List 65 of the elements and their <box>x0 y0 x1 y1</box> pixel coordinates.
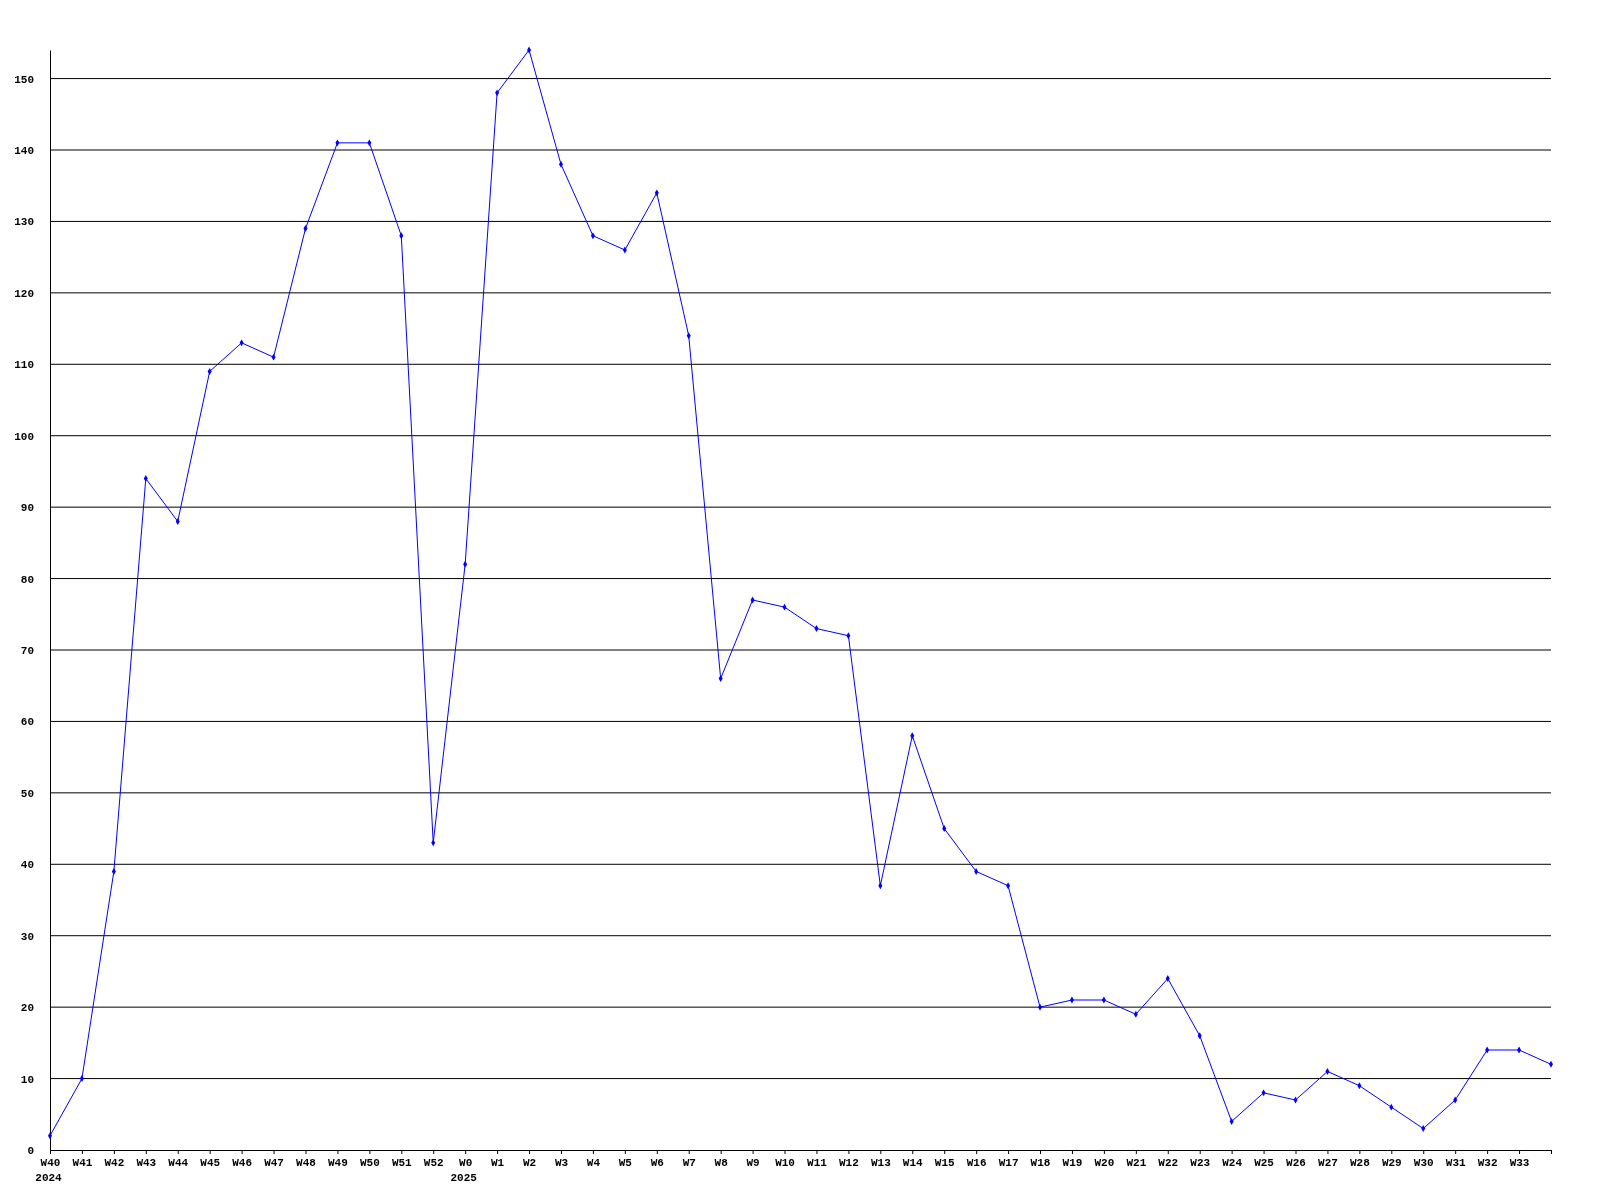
x-tick-label: W0 2025 <box>450 1157 478 1184</box>
x-tick-label: W40 2024 <box>35 1157 63 1184</box>
x-tick-label: W49 <box>328 1157 348 1169</box>
x-tick-label: W21 <box>1126 1157 1147 1169</box>
y-tick-label: 40 <box>20 859 34 872</box>
x-tick-label: W30 <box>1413 1157 1434 1169</box>
x-tick-label: W28 <box>1349 1157 1371 1169</box>
x-tick-label: W1 <box>491 1157 505 1169</box>
y-tick-label: 70 <box>20 645 34 658</box>
x-tick-label: W42 <box>104 1157 125 1169</box>
y-tick-label: 30 <box>20 930 34 943</box>
x-tick-label: W50 <box>359 1157 380 1169</box>
x-tick-label: W5 <box>618 1157 633 1169</box>
x-tick-label: W29 <box>1381 1157 1402 1169</box>
x-tick-label: W20 <box>1094 1157 1115 1169</box>
x-tick-label: W52 <box>423 1157 444 1169</box>
x-tick-label: W31 <box>1445 1157 1466 1169</box>
y-tick-label: 100 <box>14 430 34 443</box>
x-tick-label: W12 <box>839 1157 859 1169</box>
y-tick-label: 130 <box>14 216 34 229</box>
x-tick-label: W8 <box>714 1157 729 1169</box>
x-tick-label: W27 <box>1318 1157 1338 1169</box>
x-tick-label: W9 <box>746 1157 760 1169</box>
x-tick-label: W13 <box>870 1157 892 1169</box>
y-tick-label: 50 <box>20 787 34 800</box>
y-tick-label: 120 <box>14 287 34 300</box>
y-tick-label: 140 <box>14 145 34 158</box>
x-tick-label: W22 <box>1158 1157 1179 1169</box>
point <box>1548 1060 1554 1068</box>
x-tick-label: W6 <box>650 1157 664 1169</box>
x-tick-label: W33 <box>1509 1157 1530 1169</box>
x-tick-label: W10 <box>775 1157 795 1169</box>
y-tick-label: 150 <box>14 73 34 86</box>
x-tick-label: W19 <box>1062 1157 1083 1169</box>
x-tick-label: W26 <box>1286 1157 1306 1169</box>
y-tick-label: 80 <box>20 573 34 586</box>
x-tick-label: W43 <box>136 1157 157 1169</box>
x-tick-label: W41 <box>72 1157 93 1169</box>
y-tick-label: 60 <box>20 716 34 729</box>
x-tick-label: W7 <box>682 1157 696 1169</box>
x-tick-label: W14 <box>902 1157 924 1169</box>
x-tick-label: W23 <box>1190 1157 1211 1169</box>
x-tick-label: W45 <box>200 1157 221 1169</box>
x-tick-label: W25 <box>1254 1157 1275 1169</box>
y-tick-label: 10 <box>20 1073 34 1086</box>
y-tick-label: 90 <box>20 502 34 515</box>
y-tick-label: 110 <box>14 359 34 372</box>
x-tick-label: W44 <box>168 1157 189 1169</box>
x-tick-label: W11 <box>807 1157 828 1169</box>
x-tick-label: W18 <box>1030 1157 1051 1169</box>
x-tick-label: W2 <box>522 1157 537 1169</box>
y-tick-label: 20 <box>20 1002 34 1015</box>
x-tick-label: W51 <box>391 1157 413 1169</box>
x-tick-label: W48 <box>296 1157 317 1169</box>
x-tick-label: W46 <box>232 1157 253 1169</box>
x-tick-label: W24 <box>1222 1157 1243 1169</box>
x-tick-label: W15 <box>934 1157 956 1169</box>
x-tick-label: W32 <box>1477 1157 1498 1169</box>
x-tick-label: W17 <box>998 1157 1019 1169</box>
x-tick-label: W16 <box>966 1157 987 1169</box>
x-tick-label: W4 <box>586 1157 601 1169</box>
y-tick-label: 0 <box>27 1145 34 1158</box>
point <box>47 1132 53 1140</box>
x-tick-label: W47 <box>264 1157 284 1169</box>
x-tick-label: W3 <box>554 1157 569 1169</box>
